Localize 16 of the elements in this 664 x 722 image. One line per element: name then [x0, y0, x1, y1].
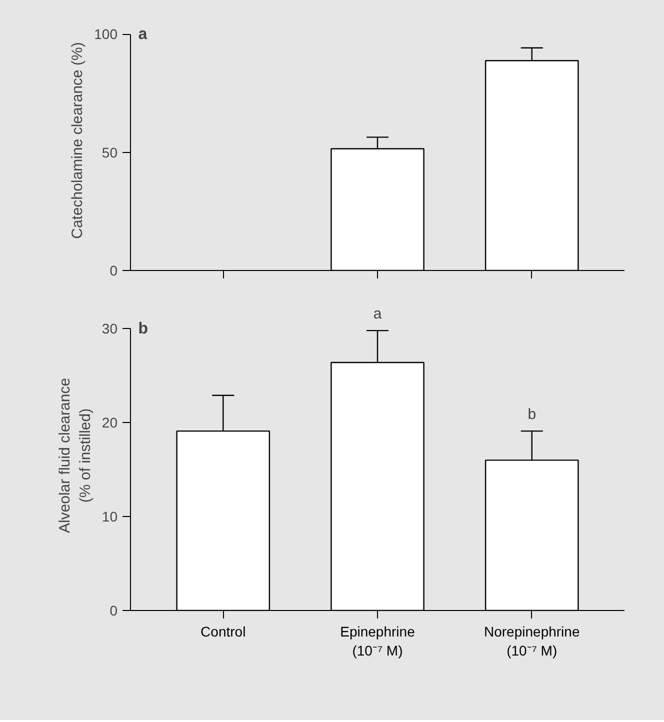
- y-tick-label: 100: [94, 26, 118, 42]
- y-tick-label: 0: [110, 262, 118, 278]
- annotation: b: [528, 406, 536, 424]
- y-tick-label: 10: [102, 508, 118, 525]
- annotation: a: [373, 306, 382, 323]
- chart-title: a: [138, 26, 148, 44]
- y-tick-label: 0: [110, 602, 118, 618]
- y-tick-label: 20: [102, 414, 118, 431]
- y-axis-title: Alveolar fluid clearance (% of instilled): [56, 378, 94, 534]
- y-tick-label: 30: [102, 320, 118, 337]
- y-axis-title: Catecholamine clearance (%): [69, 42, 86, 239]
- y-tick-label: 50: [102, 144, 118, 160]
- x-tick-label: Epinephrine (10⁻⁷ M): [340, 624, 416, 659]
- chart-title: b: [138, 320, 148, 338]
- x-tick-label: Norepinephrine (10⁻⁷ M): [484, 624, 580, 659]
- x-tick-label: Control: [200, 624, 246, 640]
